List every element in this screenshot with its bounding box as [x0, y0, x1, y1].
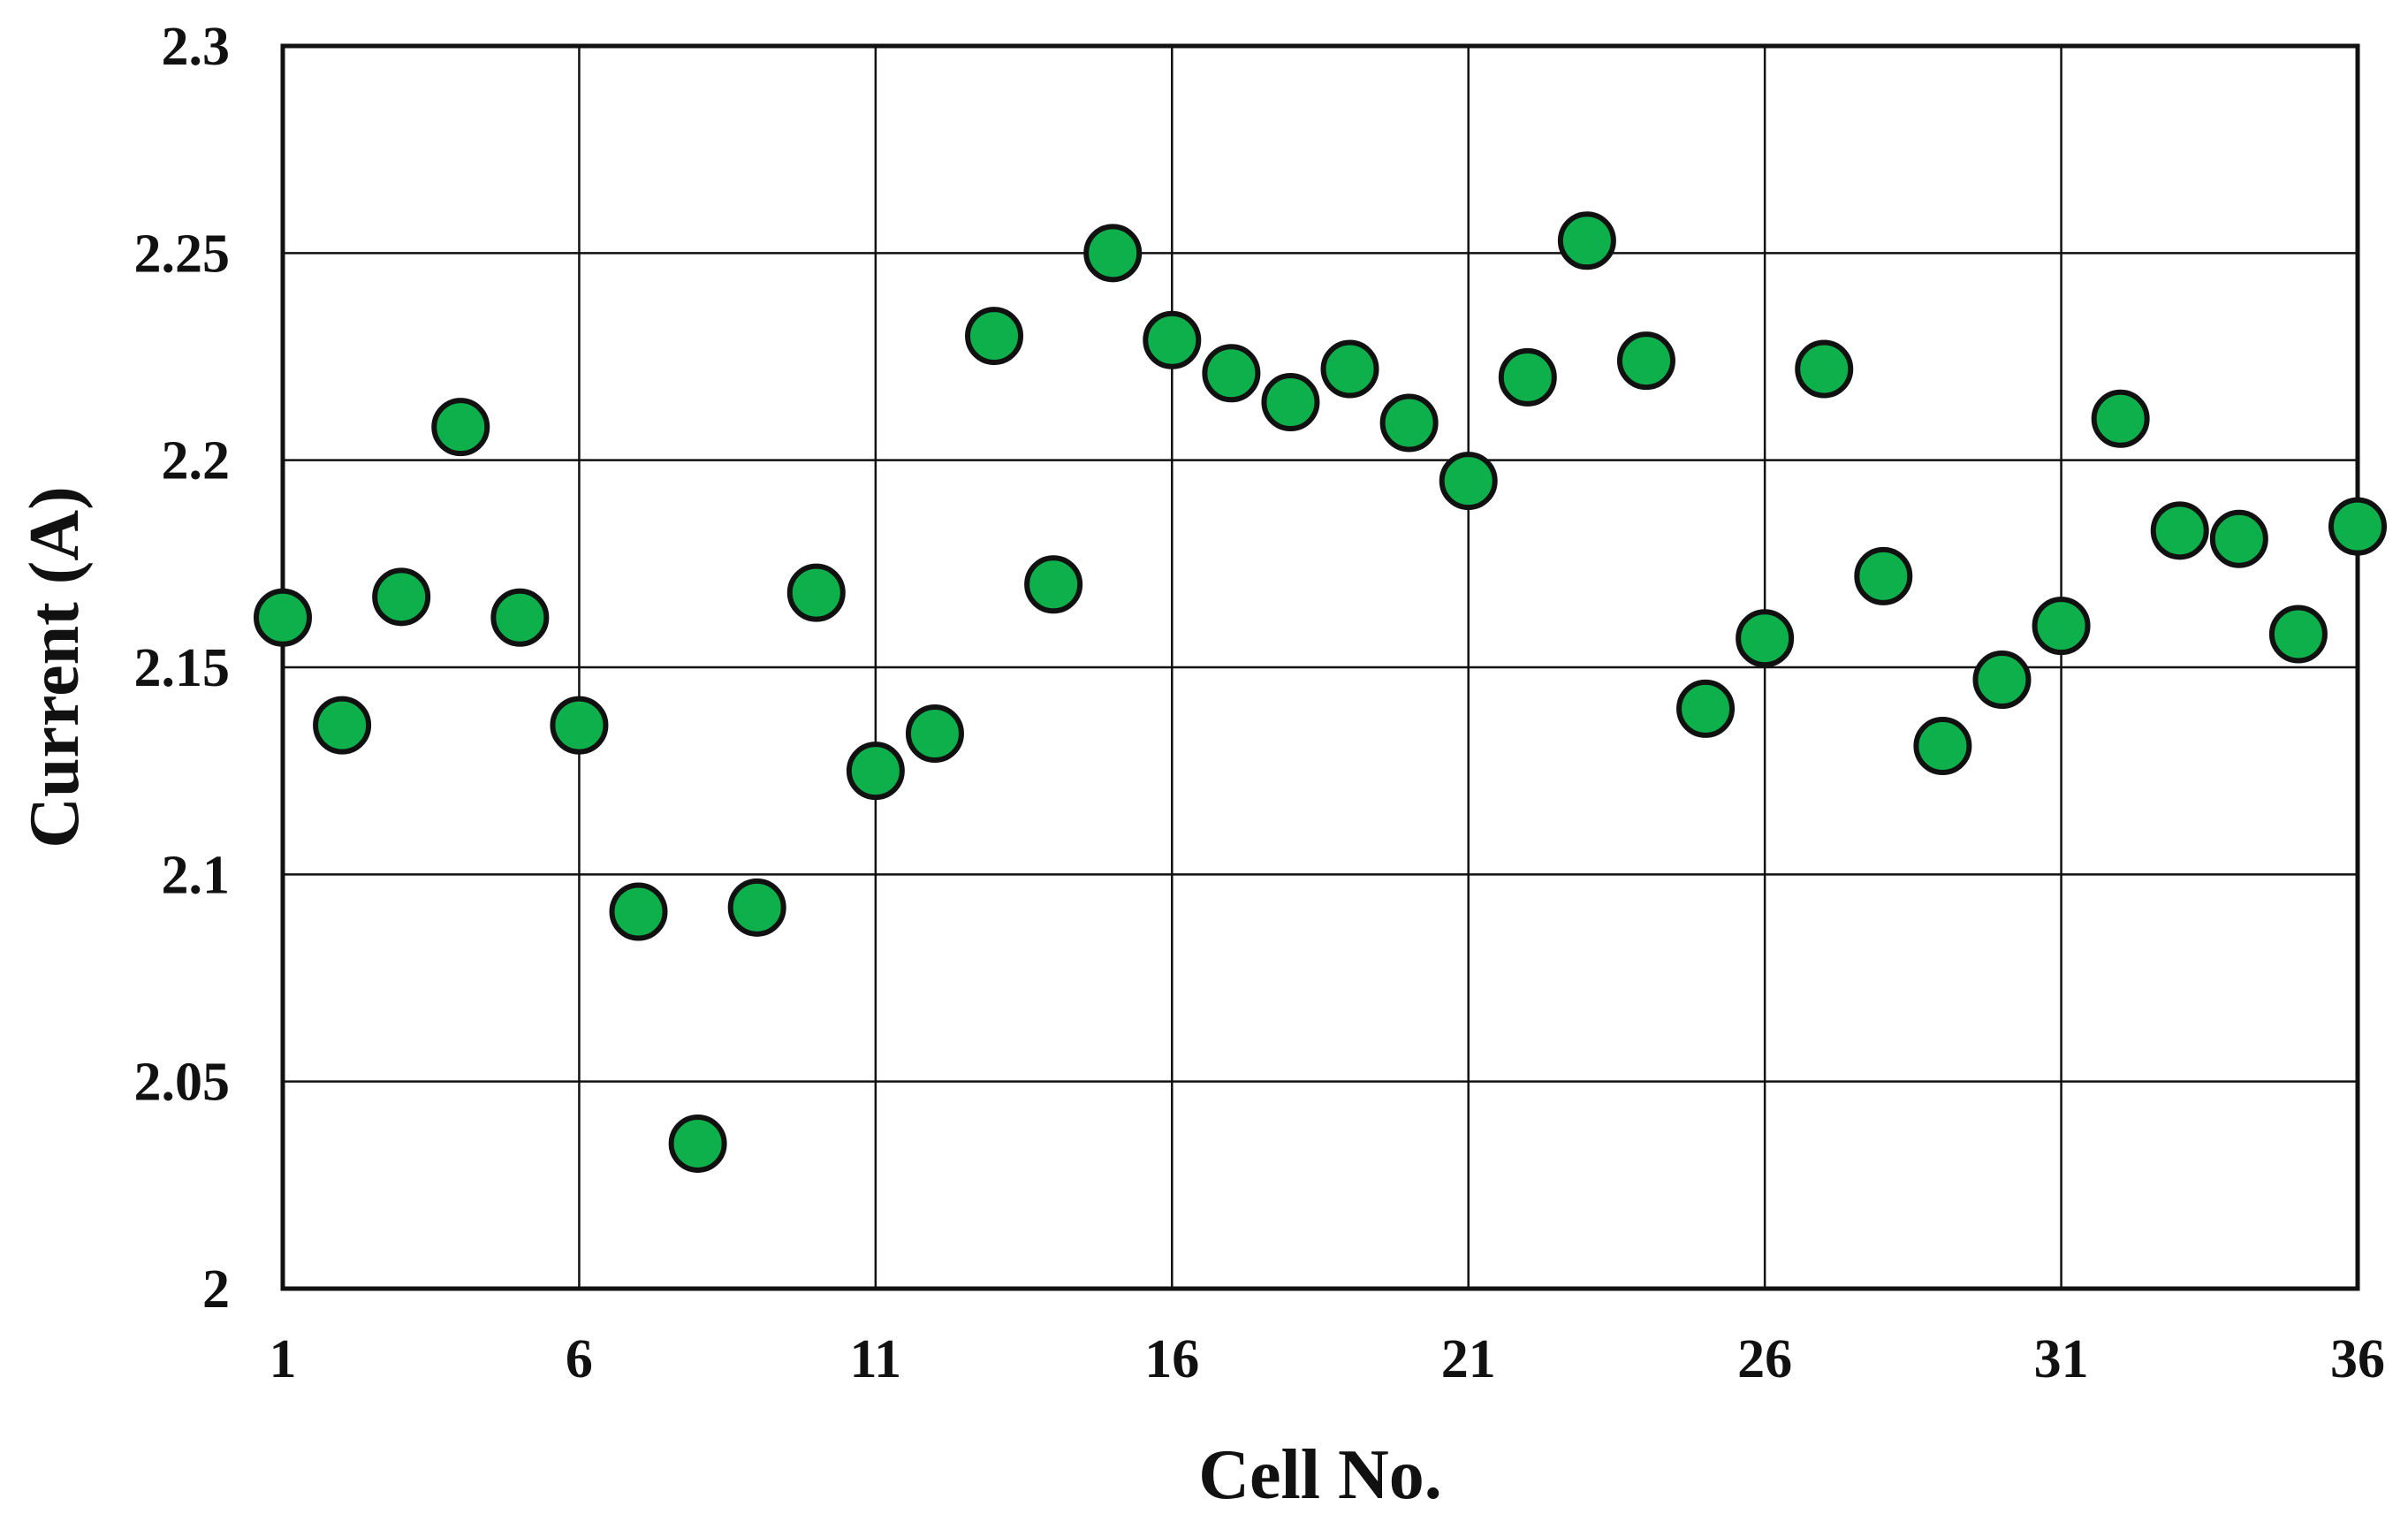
data-point	[1616, 331, 1675, 391]
x-axis-title: Cell No.	[1198, 1436, 1442, 1514]
plot-area-frame	[280, 43, 2360, 1291]
data-points	[254, 211, 2387, 1173]
data-point	[1261, 373, 1320, 432]
y-axis-title: Current (A)	[16, 486, 94, 848]
data-point	[431, 398, 490, 457]
data-point	[490, 588, 550, 647]
data-point	[1202, 344, 1261, 403]
data-point	[727, 878, 786, 937]
data-point	[2032, 597, 2091, 656]
data-point	[372, 567, 431, 627]
data-point	[313, 696, 372, 755]
x-tick-label: 26	[1737, 1329, 1792, 1389]
data-point	[2209, 509, 2268, 568]
data-point	[1320, 339, 1379, 399]
x-tick-label: 31	[2034, 1329, 2089, 1389]
data-point	[786, 563, 846, 622]
x-tick-label: 21	[1441, 1329, 1496, 1389]
x-axis-tick-labels: 1 6 11 16 21 26 31 36	[270, 1329, 2386, 1389]
data-point	[2268, 605, 2328, 664]
x-tick-label: 1	[270, 1329, 297, 1389]
data-point	[1083, 224, 1143, 283]
data-point	[1024, 555, 1083, 614]
data-point	[1498, 347, 1557, 407]
data-point	[905, 704, 964, 763]
data-point	[609, 882, 668, 941]
data-point	[1972, 650, 2032, 710]
y-tick-label: 2.2	[162, 431, 231, 491]
data-point	[1913, 717, 1972, 776]
data-point	[2150, 501, 2209, 560]
y-tick-label: 2.25	[134, 224, 231, 284]
data-point	[668, 1114, 727, 1173]
data-point	[1379, 393, 1439, 453]
y-tick-label: 2.1	[162, 845, 231, 905]
data-point	[1143, 310, 1202, 369]
data-point	[1557, 211, 1616, 270]
data-point	[2091, 389, 2150, 448]
data-point	[1439, 452, 1498, 511]
data-point	[965, 307, 1024, 366]
y-tick-label: 2	[202, 1259, 230, 1320]
grid-lines	[283, 46, 2358, 1289]
x-tick-label: 16	[1144, 1329, 1199, 1389]
data-point	[1676, 679, 1736, 738]
y-axis-tick-labels: 2 2.05 2.1 2.15 2.2 2.25 2.3	[134, 17, 231, 1320]
data-point	[1854, 546, 1913, 605]
y-tick-label: 2.15	[134, 638, 231, 698]
x-tick-label: 6	[566, 1329, 593, 1389]
data-point	[254, 588, 312, 647]
data-point	[1795, 339, 1854, 399]
data-point	[2328, 497, 2387, 556]
y-tick-label: 2.05	[134, 1053, 231, 1113]
data-point	[550, 696, 609, 755]
y-tick-label: 2.3	[162, 17, 231, 77]
data-point	[846, 742, 905, 801]
x-tick-label: 11	[850, 1329, 902, 1389]
data-point	[1736, 609, 1795, 668]
x-tick-label: 36	[2330, 1329, 2385, 1389]
